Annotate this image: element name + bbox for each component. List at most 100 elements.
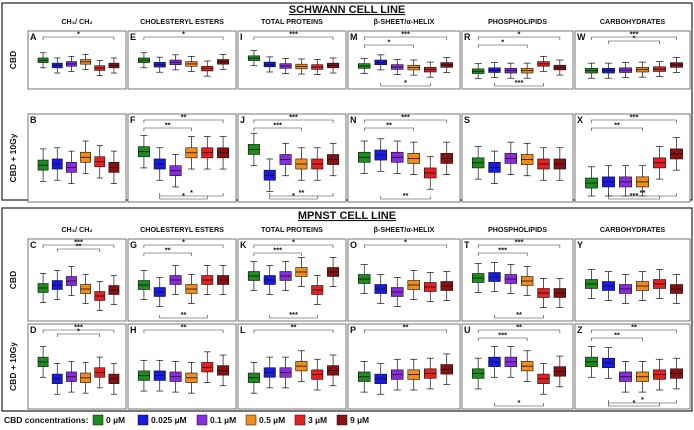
significance-bracket: * xyxy=(363,238,448,248)
bracket-line xyxy=(253,329,334,333)
significance-stars: *** xyxy=(74,323,83,332)
significance-bracket: * xyxy=(269,191,318,200)
bracket-line xyxy=(56,333,101,337)
bracket-line xyxy=(253,119,334,123)
box-U-3 xyxy=(520,350,534,382)
bracket-line xyxy=(477,244,561,248)
box-J-1 xyxy=(263,158,276,192)
box-K-0 xyxy=(247,261,260,291)
box-F-1 xyxy=(153,147,166,181)
significance-stars: *** xyxy=(273,121,282,130)
column-header: β-SHEET/α-HELIX xyxy=(374,225,435,234)
significance-bracket: ** xyxy=(494,310,544,319)
box-P-3 xyxy=(407,358,420,391)
box-H-3 xyxy=(185,362,198,394)
significance-bracket: *** xyxy=(608,191,660,200)
bracket-line xyxy=(494,83,544,87)
panel-letter: L xyxy=(240,325,246,335)
panel-L: L ** xyxy=(237,323,347,410)
box-T-2 xyxy=(504,264,518,294)
significance-bracket: * xyxy=(608,398,660,407)
panel-K: K ******* xyxy=(237,238,347,322)
significance-bracket: * xyxy=(477,38,528,48)
box-I-4 xyxy=(311,59,324,75)
cell-line-frame xyxy=(1,2,693,201)
bracket-line xyxy=(608,400,677,404)
box-S-4 xyxy=(537,147,550,181)
panel-letter: H xyxy=(130,325,137,335)
panel-A: A * xyxy=(27,30,127,90)
box-P-5 xyxy=(440,353,453,386)
box-A-5 xyxy=(108,57,120,74)
significance-bracket: ** xyxy=(143,246,192,256)
box-J-4 xyxy=(311,147,324,181)
box-S-3 xyxy=(520,142,534,177)
significance-bracket: * xyxy=(608,34,660,44)
box-D-2 xyxy=(66,361,77,393)
box-L-0 xyxy=(247,362,260,394)
significance-stars: * xyxy=(633,398,636,407)
significance-bracket: * xyxy=(253,238,334,248)
box-M-3 xyxy=(407,59,420,76)
box-E-3 xyxy=(185,56,198,72)
significance-bracket: ** xyxy=(143,323,224,333)
panel-frame xyxy=(27,113,127,203)
box-B-5 xyxy=(108,150,120,184)
significance-stars: ** xyxy=(386,121,392,130)
legend-item: 0.025 µM xyxy=(137,414,187,426)
panel-letter: F xyxy=(130,115,136,125)
bracket-line xyxy=(159,193,224,197)
bracket-line xyxy=(143,36,224,40)
box-I-3 xyxy=(295,58,308,75)
significance-stars: * xyxy=(388,38,391,47)
significance-stars: ** xyxy=(165,121,171,130)
box-P-4 xyxy=(424,357,437,390)
significance-stars: * xyxy=(292,238,295,247)
panel-X: X ********** xyxy=(574,113,691,203)
bracket-line xyxy=(591,337,643,341)
box-W-2 xyxy=(619,62,632,79)
box-Z-5 xyxy=(670,357,683,390)
panel-frame xyxy=(574,113,691,203)
box-B-3 xyxy=(80,140,91,174)
significance-stars: *** xyxy=(630,30,639,39)
panel-letter: R xyxy=(464,32,471,42)
significance-stars: * xyxy=(182,238,185,247)
bracket-line xyxy=(591,36,677,40)
bracket-line xyxy=(363,244,448,248)
panel-letter: A xyxy=(30,32,37,42)
significance-bracket: *** xyxy=(477,331,528,341)
significance-bracket: ** xyxy=(253,323,334,333)
bracket-line xyxy=(42,36,115,40)
box-U-5 xyxy=(553,355,567,388)
significance-bracket: *** xyxy=(253,30,334,40)
box-N-0 xyxy=(358,140,371,174)
box-H-4 xyxy=(201,351,214,383)
legend-swatch xyxy=(137,414,149,426)
box-L-3 xyxy=(295,350,308,382)
significance-bracket: ** xyxy=(269,188,334,197)
box-Y-0 xyxy=(585,269,598,299)
significance-bracket: * xyxy=(56,327,101,337)
significance-bracket: ** xyxy=(591,121,643,131)
box-X-0 xyxy=(585,166,598,197)
box-K-2 xyxy=(279,261,292,291)
significance-bracket: *** xyxy=(269,310,318,319)
panel-letter: T xyxy=(464,240,470,250)
box-K-4 xyxy=(311,275,324,305)
significance-stars: *** xyxy=(401,113,410,122)
significance-bracket: ** xyxy=(143,113,224,123)
box-X-5 xyxy=(670,137,683,171)
panel-T: T ******** xyxy=(461,238,574,322)
cell-line-frame xyxy=(1,207,693,412)
significance-stars: * xyxy=(190,188,193,197)
box-P-2 xyxy=(391,358,404,391)
significance-stars: ** xyxy=(516,310,522,319)
panel-frame xyxy=(461,30,574,90)
column-header: PHOSPHOLIPIDS xyxy=(488,17,547,26)
legend-item: 3 µM xyxy=(294,414,327,426)
bracket-line xyxy=(363,36,448,40)
panel-letter: P xyxy=(350,325,356,335)
panel-letter: M xyxy=(350,32,358,42)
significance-stars: * xyxy=(292,191,295,200)
